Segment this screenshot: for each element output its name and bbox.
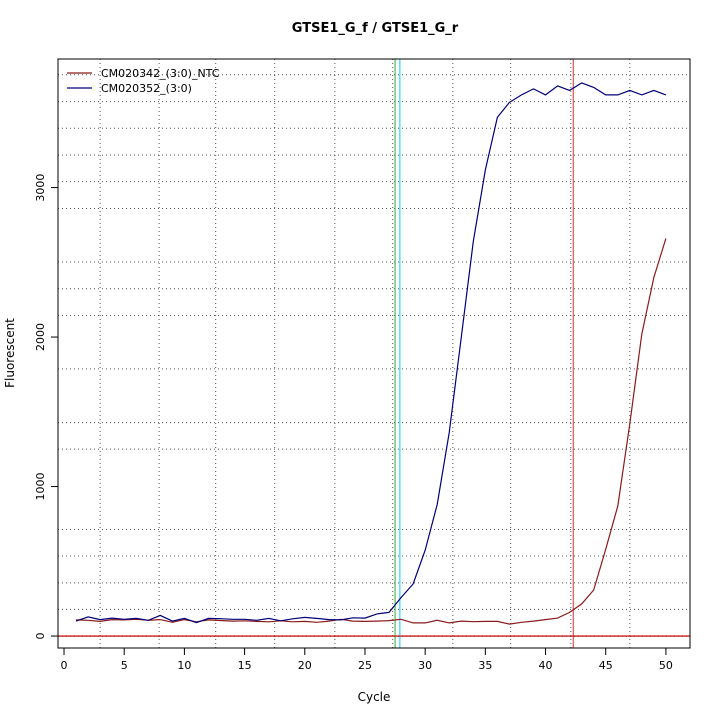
legend: CM020342_(3:0)_NTC CM020352_(3:0) (67, 67, 220, 95)
y-tick-label: 2000 (34, 323, 47, 351)
x-axis: 0 5 10 15 20 25 30 35 40 45 50 (61, 647, 673, 672)
series-line-2 (75, 82, 667, 624)
y-tick-label: 0 (34, 633, 47, 640)
y-tick-label: 3000 (34, 174, 47, 202)
y-axis-label: Fluorescent (3, 318, 17, 388)
threshold-lines (58, 59, 690, 648)
chart-title: GTSE1_G_f / GTSE1_G_r (292, 21, 459, 36)
series-group (75, 82, 667, 625)
x-tick-label: 10 (177, 659, 191, 672)
y-tick-label: 1000 (34, 473, 47, 501)
x-tick-label: 45 (599, 659, 613, 672)
legend-label-1: CM020342_(3:0)_NTC (101, 67, 220, 80)
y-axis: 0 1000 2000 3000 (34, 174, 59, 640)
x-axis-label: Cycle (358, 690, 391, 704)
x-tick-label: 20 (298, 659, 312, 672)
legend-label-2: CM020352_(3:0) (101, 82, 192, 95)
grid (58, 59, 690, 648)
x-tick-label: 40 (539, 659, 553, 672)
x-tick-label: 50 (659, 659, 673, 672)
series-line-1 (76, 238, 667, 625)
x-tick-label: 25 (358, 659, 372, 672)
x-tick-label: 5 (121, 659, 128, 672)
x-tick-label: 35 (478, 659, 492, 672)
x-tick-label: 15 (238, 659, 252, 672)
x-tick-label: 30 (418, 659, 432, 672)
x-tick-label: 0 (61, 659, 68, 672)
